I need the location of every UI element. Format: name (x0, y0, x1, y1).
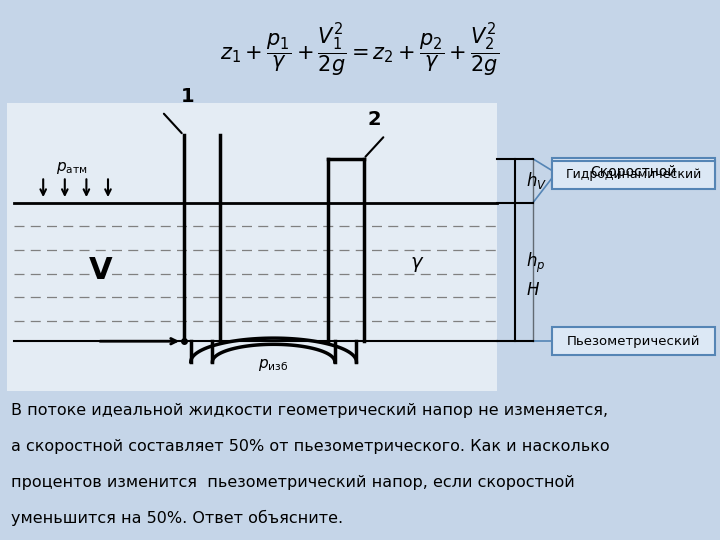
FancyBboxPatch shape (552, 327, 715, 355)
Text: Скоростной: Скоростной (590, 165, 677, 179)
Text: $z_1 + \dfrac{p_1}{\gamma} + \dfrac{V_1^2}{2g} = z_2 + \dfrac{p_2}{\gamma} + \df: $z_1 + \dfrac{p_1}{\gamma} + \dfrac{V_1^… (220, 21, 500, 79)
Text: процентов изменится  пьезометрический напор, если скоростной: процентов изменится пьезометрический нап… (11, 475, 575, 490)
Text: $h_p$: $h_p$ (526, 251, 545, 275)
Text: а скоростной составляет 50% от пьезометрического. Как и насколько: а скоростной составляет 50% от пьезометр… (11, 439, 609, 454)
Text: $\gamma$: $\gamma$ (410, 255, 425, 274)
Text: В потоке идеальной жидкости геометрический напор не изменяется,: В потоке идеальной жидкости геометрическ… (11, 403, 608, 418)
Text: $p_{\rm атм}$: $p_{\rm атм}$ (56, 160, 88, 176)
Bar (7, 103, 497, 392)
FancyBboxPatch shape (552, 161, 715, 189)
Text: Гидродинамический: Гидродинамический (565, 168, 702, 181)
Text: $h_V$: $h_V$ (526, 170, 546, 191)
Text: 1: 1 (181, 87, 194, 106)
Text: уменьшится на 50%. Ответ объясните.: уменьшится на 50%. Ответ объясните. (11, 510, 343, 526)
Text: $p_{\rm изб}$: $p_{\rm изб}$ (258, 357, 289, 373)
FancyBboxPatch shape (552, 158, 715, 186)
Text: $\mathbf{V}$: $\mathbf{V}$ (88, 255, 114, 286)
Text: $H$: $H$ (526, 281, 540, 299)
Text: Пьезометрический: Пьезометрический (567, 335, 701, 348)
Text: 2: 2 (368, 110, 381, 129)
